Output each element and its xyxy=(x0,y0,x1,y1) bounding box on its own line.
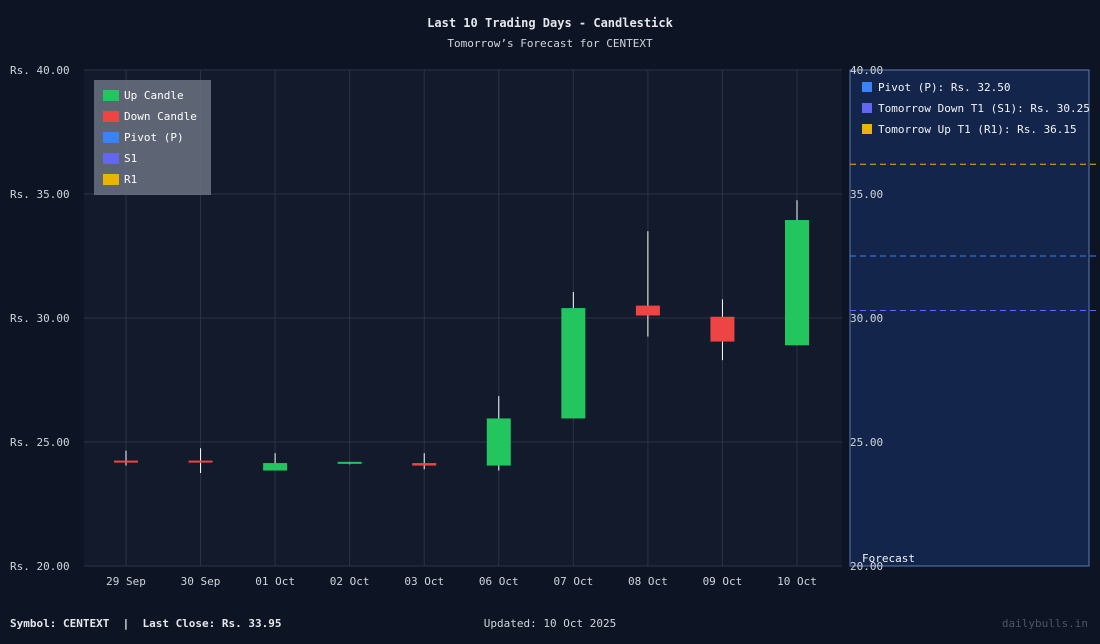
legend-swatch xyxy=(103,90,119,101)
chart-legend: Up Candle Down Candle Pivot (P) S1 R1 xyxy=(94,80,211,195)
legend-swatch xyxy=(103,153,119,164)
down-candle-body xyxy=(710,316,735,342)
y-tick-label-right: 25.00 xyxy=(850,436,883,449)
x-tick-label: 02 Oct xyxy=(330,575,370,588)
forecast-lines xyxy=(850,163,1100,312)
down-candle-body xyxy=(114,460,138,463)
forecast-legend-label: Tomorrow Up T1 (R1): Rs. 36.15 xyxy=(878,123,1077,136)
y-tick-label-right: 30.00 xyxy=(850,312,883,325)
forecast-legend-swatch xyxy=(862,124,872,134)
forecast-legend: Pivot (P): Rs. 32.50 Tomorrow Down T1 (S1… xyxy=(862,81,1090,136)
x-tick-label: 09 Oct xyxy=(703,575,743,588)
y-tick-label-right: 35.00 xyxy=(850,188,883,201)
x-tick-label: 01 Oct xyxy=(255,575,295,588)
y-tick-label: Rs. 35.00 xyxy=(10,188,70,201)
x-tick-label: 08 Oct xyxy=(628,575,668,588)
legend-label: R1 xyxy=(124,173,137,186)
x-tick-label: 30 Sep xyxy=(181,575,221,588)
x-tick-label: 06 Oct xyxy=(479,575,519,588)
y-tick-label: Rs. 40.00 xyxy=(10,64,70,77)
y-axis-right: 20.00 25.00 30.00 35.00 40.00 xyxy=(850,64,883,573)
forecast-legend-swatch xyxy=(862,82,872,92)
chart-title: Last 10 Trading Days - Candlestick xyxy=(427,16,673,30)
legend-swatch xyxy=(103,132,119,143)
down-candle-body xyxy=(188,460,213,463)
legend-label: Down Candle xyxy=(124,110,197,123)
up-candle-body xyxy=(337,461,362,464)
forecast-panel xyxy=(849,69,1090,567)
x-tick-label: 10 Oct xyxy=(777,575,817,588)
chart-subtitle: Tomorrow’s Forecast for CENTEXT xyxy=(447,37,653,50)
y-tick-label: Rs. 30.00 xyxy=(10,312,70,325)
x-tick-label: 07 Oct xyxy=(553,575,593,588)
y-axis-left: Rs. 20.00 Rs. 25.00 Rs. 30.00 Rs. 35.00 Rs. … xyxy=(10,64,70,573)
up-candle-body xyxy=(561,308,586,419)
forecast-label: Forecast xyxy=(862,552,915,565)
legend-swatch xyxy=(103,174,119,185)
y-tick-label: Rs. 20.00 xyxy=(10,560,70,573)
footer-updated: Updated: 10 Oct 2025 xyxy=(484,617,616,630)
footer-symbol: Symbol: CENTEXT | Last Close: Rs. 33.95 xyxy=(10,617,282,630)
up-candle-body xyxy=(263,463,288,471)
forecast-legend-label: Pivot (P): Rs. 32.50 xyxy=(878,81,1010,94)
legend-label: S1 xyxy=(124,152,137,165)
legend-label: Up Candle xyxy=(124,89,184,102)
footer-brand: dailybulls.in xyxy=(1002,617,1088,630)
y-tick-label-right: 40.00 xyxy=(850,64,883,77)
forecast-legend-swatch xyxy=(862,103,872,113)
forecast-legend-label: Tomorrow Down T1 (S1): Rs. 30.25 xyxy=(878,102,1090,115)
y-tick-label-right: 20.00 xyxy=(850,560,883,573)
candles xyxy=(114,200,809,473)
up-candle-body xyxy=(785,220,809,346)
up-candle-body xyxy=(486,418,511,466)
down-candle-body xyxy=(412,463,437,466)
legend-swatch xyxy=(103,111,119,122)
x-tick-label: 29 Sep xyxy=(106,575,146,588)
x-tick-label: 03 Oct xyxy=(404,575,444,588)
x-axis: 29 Sep 30 Sep 01 Oct 02 Oct 03 Oct 06 Oct 07 O… xyxy=(106,575,817,588)
down-candle-body xyxy=(635,305,660,316)
legend-label: Pivot (P) xyxy=(124,131,184,144)
y-tick-label: Rs. 25.00 xyxy=(10,436,70,449)
